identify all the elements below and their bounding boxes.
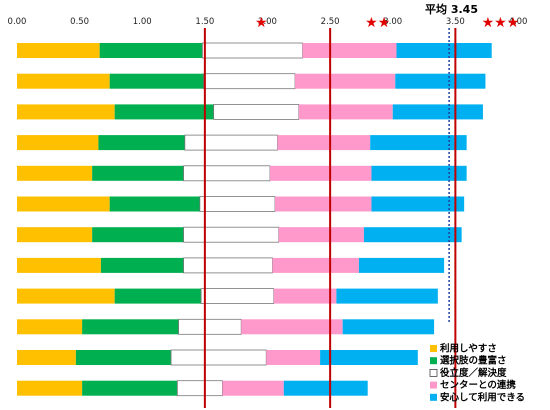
bar-segment-5-row-12 <box>283 380 368 396</box>
x-axis-ticks: 0.00 0.50 1.00 1.50 2.00 2.50 3.00 3.50 4.00 <box>8 17 528 27</box>
bar-segment-2-row-9 <box>114 288 202 304</box>
tick-label-3: 1.50 <box>195 17 214 27</box>
legend-swatch-5 <box>430 393 437 401</box>
bar-segment-3-row-3 <box>213 104 300 120</box>
bar-segment-3-row-6 <box>199 196 276 212</box>
bar-segment-4-row-3 <box>298 104 393 120</box>
bar-segment-3-row-12 <box>176 380 223 397</box>
bar-segment-4-row-5 <box>270 165 372 181</box>
bar-segment-2-row-12 <box>82 380 178 396</box>
legend-swatch-2 <box>430 357 437 365</box>
tick-label-5: 2.50 <box>321 17 340 27</box>
bar-segment-5-row-7 <box>363 227 462 243</box>
tick-label-0: 0.00 <box>8 17 27 27</box>
bar-segment-5-row-9 <box>336 288 438 304</box>
bar-segment-1-row-4 <box>17 135 99 151</box>
bar-segment-1-row-5 <box>17 165 93 181</box>
star-marker-1: ★ <box>255 15 268 31</box>
bar-segment-3-row-7 <box>183 226 280 243</box>
average-annotation: 平均 3.45 <box>425 2 478 322</box>
legend-label-1: 利用しやすさ <box>439 343 497 355</box>
bar-segment-5-row-1 <box>396 43 492 58</box>
bar-segment-4-row-8 <box>272 257 359 273</box>
bar-segment-1-row-1 <box>17 43 100 58</box>
star-marker-2: ★★ <box>365 15 390 31</box>
legend-label-5: 安心して利用できる <box>440 391 525 403</box>
bars-layer <box>17 42 492 397</box>
bar-segment-4-row-1 <box>302 43 397 58</box>
tick-label-1: 0.50 <box>70 17 89 27</box>
bar-segment-1-row-7 <box>17 227 93 243</box>
bar-segment-5-row-3 <box>392 104 483 120</box>
bar-segment-2-row-2 <box>109 73 204 89</box>
average-label: 平均 3.45 <box>425 2 478 16</box>
bar-segment-3-row-8 <box>183 257 273 274</box>
bar-segment-4-row-12 <box>222 380 284 396</box>
bar-segment-2-row-6 <box>109 196 200 212</box>
bar-segment-3-row-9 <box>200 288 275 305</box>
legend-swatch-3 <box>429 368 438 377</box>
legend-label-3: 役立度／解決度 <box>439 367 507 379</box>
legend-swatch-1 <box>430 345 437 352</box>
bar-segment-2-row-5 <box>92 165 184 181</box>
bar-segment-2-row-4 <box>98 135 185 151</box>
star-marker-3: ★★★ <box>482 15 520 31</box>
bar-segment-4-row-11 <box>266 350 321 365</box>
bar-segment-1-row-12 <box>17 380 83 396</box>
threshold-lines <box>203 28 457 408</box>
bar-segment-3-row-4 <box>184 134 278 151</box>
bar-segment-2-row-10 <box>82 319 179 335</box>
bar-segment-2-row-8 <box>100 257 184 273</box>
legend-label-4: センターとの連携 <box>440 379 516 391</box>
bar-segment-2-row-3 <box>114 104 214 120</box>
tick-label-4: 2.00 <box>258 17 277 27</box>
bar-segment-3-row-11 <box>170 349 267 366</box>
bar-segment-4-row-10 <box>241 319 343 335</box>
bar-segment-5-row-8 <box>358 257 445 273</box>
bar-segment-3-row-2 <box>203 73 296 90</box>
bar-segment-1-row-11 <box>17 350 76 365</box>
bar-segment-4-row-6 <box>275 196 372 212</box>
bar-segment-5-row-6 <box>371 196 465 212</box>
bar-segment-5-row-2 <box>395 73 486 89</box>
bar-segment-4-row-2 <box>295 73 396 89</box>
bar-segment-3-row-5 <box>183 165 271 182</box>
tick-label-6: 3.00 <box>383 17 402 27</box>
bar-segment-5-row-4 <box>370 135 467 151</box>
bar-segment-2-row-1 <box>99 43 203 58</box>
tick-label-7: 3.50 <box>446 17 465 27</box>
bar-segment-3-row-1 <box>201 42 303 59</box>
tick-label-2: 1.00 <box>133 17 152 27</box>
tick-label-8: 4.00 <box>509 17 528 27</box>
bar-segment-5-row-10 <box>342 319 435 335</box>
legend-swatch-4 <box>430 381 437 389</box>
bar-segment-4-row-7 <box>278 227 364 243</box>
bar-segment-5-row-5 <box>371 165 467 181</box>
bar-segment-3-row-10 <box>178 318 242 335</box>
star-markers: ★ ★★ ★★★ <box>255 15 519 31</box>
bar-segment-4-row-9 <box>273 288 337 304</box>
bar-segment-2-row-7 <box>92 227 184 243</box>
bar-segment-1-row-9 <box>17 288 115 304</box>
bar-segment-1-row-8 <box>17 257 101 273</box>
bar-segment-2-row-11 <box>75 350 172 365</box>
bar-segment-5-row-11 <box>320 350 418 365</box>
bar-segment-1-row-6 <box>17 196 110 212</box>
bar-segment-1-row-2 <box>17 73 110 89</box>
bar-segment-1-row-10 <box>17 319 83 335</box>
bar-segment-4-row-4 <box>277 135 371 151</box>
legend-label-2: 選択肢の豊富さ <box>440 355 507 367</box>
bar-segment-1-row-3 <box>17 104 115 120</box>
